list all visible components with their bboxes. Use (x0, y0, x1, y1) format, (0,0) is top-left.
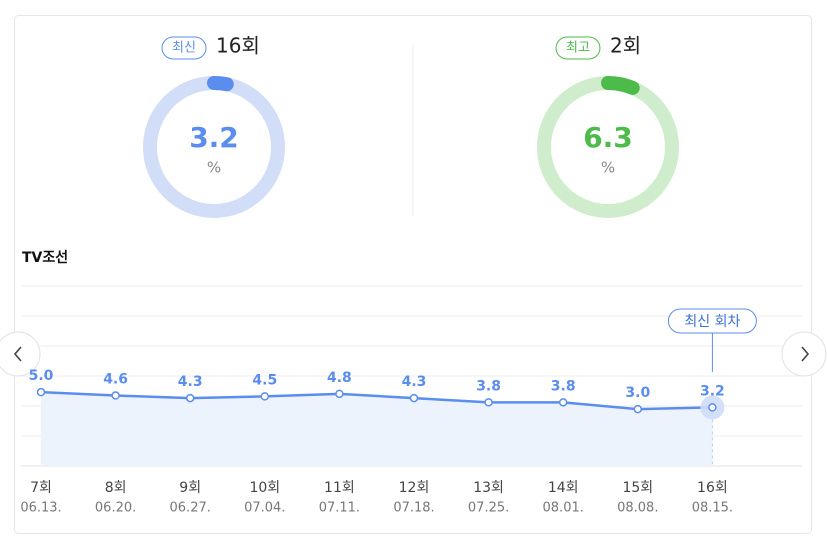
badge-label: 최고 (566, 41, 590, 56)
gauge-arc (601, 76, 640, 95)
x-date-label: 07.18. (393, 501, 434, 516)
badge-label: 최신 (172, 41, 196, 56)
x-date-label: 08.01. (543, 501, 584, 516)
x-date-label: 08.08. (617, 501, 658, 516)
value-label: 5.0 (29, 368, 54, 384)
gauge-title: 16회 (216, 34, 260, 58)
value-label: 3.8 (476, 378, 501, 394)
x-tick-label: 12회 (399, 480, 430, 496)
x-tick-label: 13회 (473, 480, 504, 496)
annotation: 최신 회차 (684, 314, 740, 330)
chart-title: TV조선 (22, 250, 68, 266)
x-date-label: 07.25. (468, 501, 509, 516)
x-tick-label: 16회 (697, 480, 728, 496)
x-tick-label: 10회 (249, 480, 280, 496)
x-tick-label: 8회 (105, 480, 127, 496)
gauge-title: 2회 (610, 34, 641, 58)
gauge-arc (207, 76, 234, 92)
area (41, 392, 713, 466)
value-label: 3.8 (551, 378, 576, 394)
value-label: 4.6 (103, 372, 128, 388)
value-label: 3.2 (700, 383, 725, 399)
point (111, 391, 120, 400)
x-tick-label: 7회 (30, 480, 52, 496)
point (185, 393, 195, 403)
x-date-label: 06.20. (95, 501, 136, 516)
value-label: 4.5 (252, 372, 277, 388)
value-label: 4.3 (402, 374, 427, 390)
point (36, 387, 46, 397)
point (708, 403, 717, 412)
point (335, 389, 344, 399)
x-tick-label: 9회 (179, 480, 201, 496)
x-date-label: 06.27. (170, 501, 211, 516)
annotation-box (667, 308, 757, 334)
point (409, 393, 419, 403)
prev-button[interactable] (0, 331, 41, 377)
value-label: 3.0 (625, 385, 650, 401)
point (558, 398, 568, 407)
value-label: 4.8 (327, 370, 352, 386)
badge (161, 36, 207, 60)
next-button[interactable] (781, 331, 827, 377)
x-date-label: 06.13. (20, 501, 61, 516)
x-tick-label: 14회 (548, 480, 579, 496)
gauge-unit: % (601, 159, 615, 177)
badge (555, 36, 601, 60)
x-date-label: 08.15. (692, 501, 733, 516)
gauge-value: 3.2 (189, 121, 239, 154)
value-label: 4.3 (178, 374, 203, 390)
point (484, 398, 493, 407)
x-tick-label: 11회 (324, 480, 355, 496)
x-date-label: 07.04. (244, 501, 285, 516)
x-tick-label: 15회 (622, 480, 653, 496)
point (633, 404, 643, 414)
x-date-label: 07.11. (319, 501, 360, 516)
line (40, 390, 713, 411)
gauge-unit: % (207, 159, 221, 177)
point (260, 392, 270, 401)
gauge-value: 6.3 (583, 121, 633, 154)
